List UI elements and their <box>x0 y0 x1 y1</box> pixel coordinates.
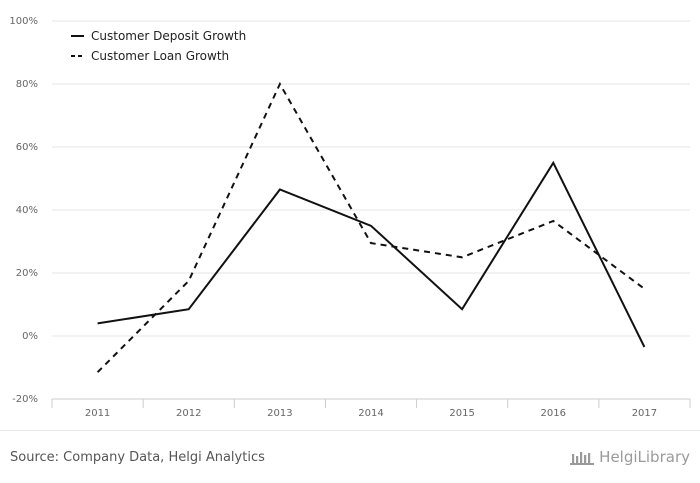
y-tick-label: 40% <box>16 205 38 216</box>
y-axis: -20% 0% 20% 40% 60% 80% 100% <box>9 16 38 405</box>
brand-logo[interactable]: HelgiLibrary <box>569 448 690 466</box>
library-icon <box>570 452 595 465</box>
y-tick-label: 0% <box>22 331 38 342</box>
legend-label-1[interactable]: Customer Deposit Growth <box>91 29 246 43</box>
y-tick-label: 20% <box>16 268 38 279</box>
brand-name: HelgiLibrary <box>599 448 690 466</box>
x-tick-label: 2012 <box>176 408 201 419</box>
x-tick-label: 2011 <box>85 408 110 419</box>
x-tick-label: 2013 <box>267 408 292 419</box>
legend-label-2[interactable]: Customer Loan Growth <box>91 49 229 63</box>
source-note: Source: Company Data, Helgi Analytics <box>10 450 265 465</box>
x-axis: 2011 2012 2013 2014 2015 2016 2017 <box>51 398 691 419</box>
x-tick-label: 2014 <box>358 408 383 419</box>
line-chart: -20%0%20%40%60%80%100% 2011 2012 2013 2014 2… <box>9 16 691 419</box>
y-tick-label: -20% <box>12 394 38 405</box>
x-tick-label: 2016 <box>541 408 566 419</box>
footer-divider <box>0 430 700 431</box>
y-tick-label: 80% <box>16 79 38 90</box>
series-layer <box>96 81 646 373</box>
series-line-1 <box>97 160 646 348</box>
x-tick-label: 2015 <box>449 408 474 419</box>
y-tick-label: 60% <box>16 142 38 153</box>
legend: Customer Deposit Growth Customer Loan Gro… <box>71 29 246 63</box>
x-tick-label: 2017 <box>632 408 657 419</box>
grid-lines <box>52 20 690 337</box>
y-tick-label: 100% <box>9 16 38 27</box>
series-line-2 <box>96 81 645 373</box>
